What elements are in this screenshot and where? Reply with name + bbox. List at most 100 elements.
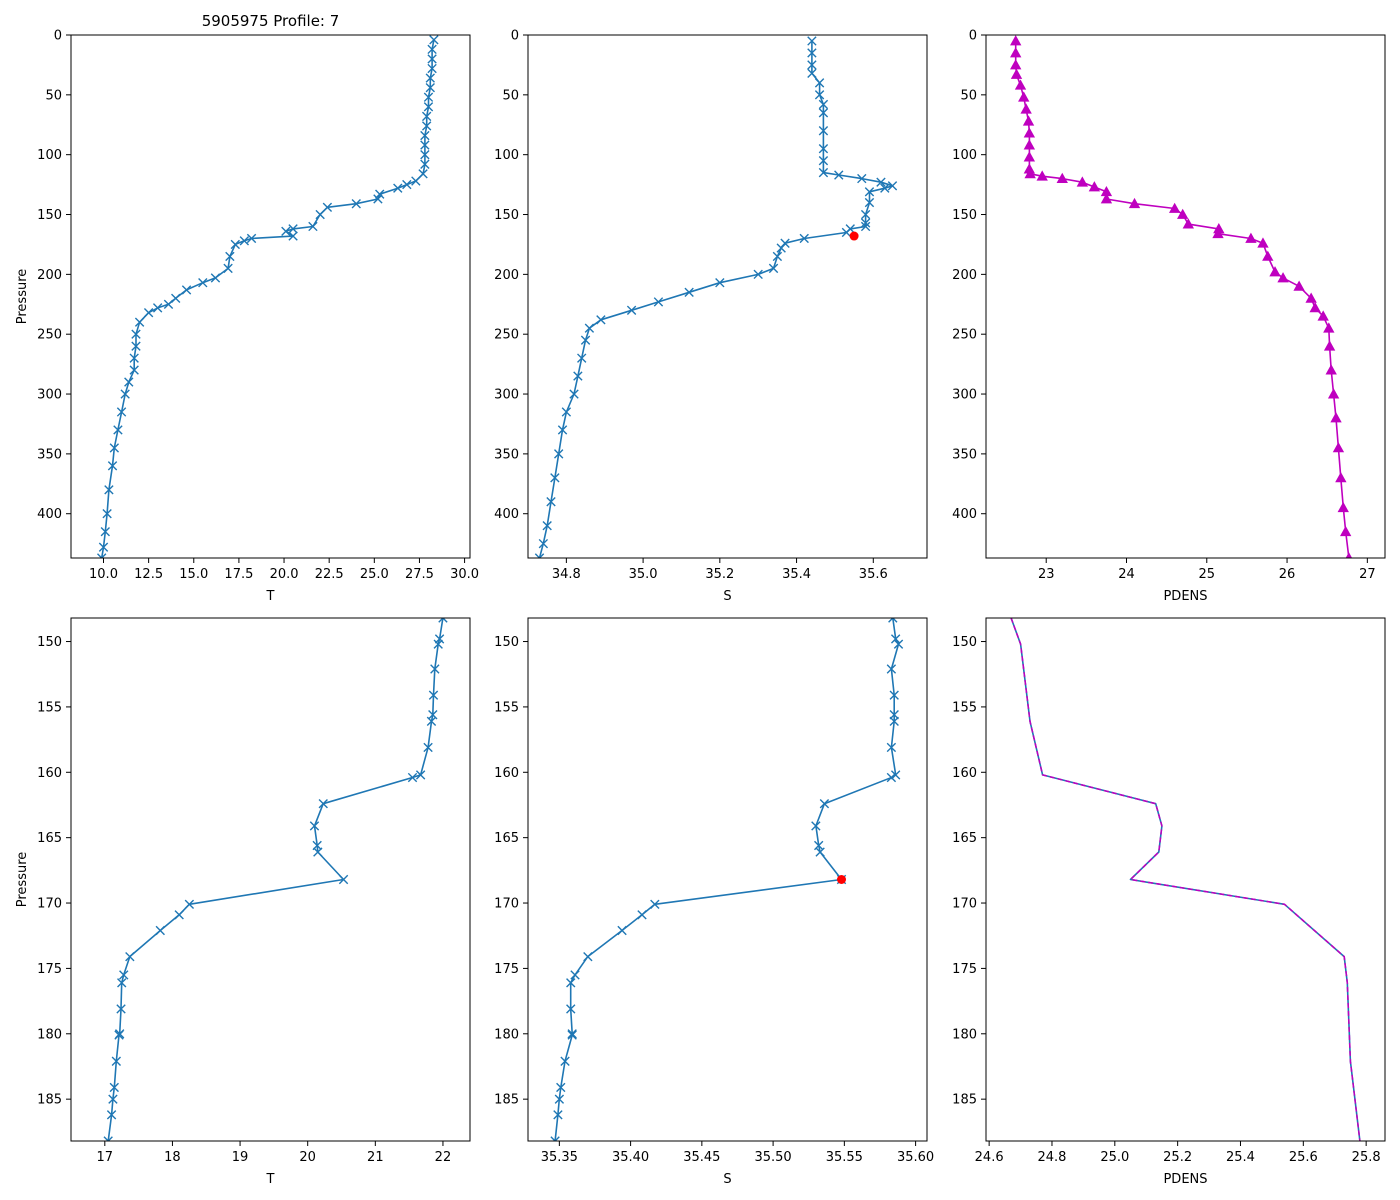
data-point-x-marker	[108, 1094, 118, 1104]
x-tick-label: 35.50	[754, 1150, 791, 1165]
data-point-x-marker	[584, 323, 595, 333]
data-point-x-marker	[876, 177, 886, 187]
data-point-x-marker	[860, 221, 871, 232]
data-point-x-marker	[553, 449, 564, 459]
x-tick-label: 19	[232, 1150, 249, 1165]
data-point-x-marker	[98, 542, 109, 552]
data-point-triangle-marker	[1014, 79, 1027, 90]
data-point-x-marker	[890, 634, 901, 644]
y-tick-label: 250	[37, 328, 62, 343]
data-point-triangle-marker	[1262, 250, 1274, 261]
y-tick-label: 170	[37, 897, 62, 912]
data-point-x-marker	[889, 690, 899, 700]
x-tick-label: 27.5	[405, 567, 434, 582]
y-axis-label: Pressure	[15, 852, 30, 908]
y-tick-label: 250	[494, 328, 519, 343]
x-tick-label: 17.5	[224, 567, 253, 582]
plot-area	[1010, 618, 1361, 1141]
data-point-x-marker	[553, 1110, 563, 1120]
data-point-x-marker	[427, 44, 437, 55]
y-tick-label: 155	[37, 700, 62, 715]
plot-area	[534, 36, 898, 558]
x-tick-label: 23	[1038, 567, 1055, 582]
data-point-x-marker	[415, 770, 426, 780]
data-point-x-marker	[580, 335, 591, 345]
x-tick-label: 22.5	[315, 567, 344, 582]
data-point-x-marker	[309, 821, 320, 831]
data-point-x-marker	[684, 287, 694, 298]
data-point-x-marker	[626, 305, 637, 315]
flagged-point-marker	[837, 875, 846, 884]
data-point-x-marker	[886, 742, 897, 753]
y-tick-label: 160	[37, 766, 62, 781]
data-point-x-marker	[129, 365, 139, 375]
data-point-x-marker	[815, 847, 825, 857]
x-axis-label: S	[723, 589, 731, 604]
x-tick-label: 24	[1118, 567, 1135, 582]
data-point-x-marker	[425, 82, 435, 93]
data-point-x-marker	[556, 1082, 566, 1093]
data-point-x-marker	[841, 227, 852, 238]
data-point-x-marker	[811, 821, 821, 831]
data-point-x-marker	[557, 425, 568, 435]
y-tick-label: 200	[952, 268, 977, 283]
data-point-x-marker	[889, 716, 899, 726]
data-point-x-marker	[230, 239, 240, 250]
y-tick-label: 180	[37, 1027, 62, 1042]
data-point-x-marker	[116, 407, 127, 417]
data-point-x-marker	[569, 389, 579, 399]
data-point-triangle-marker	[1323, 340, 1336, 351]
subplot-top-S: 34.8 35.0 35.2 35.4 35.6 0 50 100 150 200 250 300 35…	[494, 29, 928, 604]
data-point-x-marker	[174, 910, 184, 920]
data-point-x-marker	[818, 108, 829, 118]
y-tick-label: 100	[37, 148, 62, 163]
data-point-x-marker	[288, 231, 298, 241]
y-tick-label: 250	[952, 328, 977, 343]
y-tick-label: 50	[502, 88, 519, 103]
data-point-x-marker	[308, 221, 318, 232]
y-tick-label: 50	[45, 88, 62, 103]
data-point-x-marker	[864, 197, 875, 208]
data-point-triangle-marker	[1128, 197, 1141, 209]
y-tick-label: 155	[494, 700, 519, 715]
data-point-triangle-marker	[1010, 35, 1022, 46]
data-point-x-marker	[113, 425, 123, 435]
data-point-x-marker	[637, 910, 647, 920]
data-point-triangle-marker	[1023, 127, 1036, 138]
data-point-x-marker	[103, 1136, 113, 1141]
x-tick-label: 35.60	[897, 1150, 934, 1165]
data-point-x-marker	[768, 263, 779, 274]
x-tick-label: 35.55	[826, 1150, 863, 1165]
data-point-triangle-marker	[1309, 302, 1321, 313]
y-tick-label: 185	[37, 1093, 62, 1108]
data-point-x-marker	[239, 236, 250, 246]
data-point-x-marker	[155, 925, 165, 936]
data-point-x-marker	[96, 553, 107, 558]
x-tick-label: 17	[97, 1150, 114, 1165]
y-tick-label: 100	[952, 148, 977, 163]
x-tick-label: 20	[299, 1150, 316, 1165]
data-point-x-marker	[807, 36, 817, 46]
data-point-triangle-marker	[1325, 364, 1337, 375]
data-point-x-marker	[125, 951, 135, 962]
data-point-x-marker	[886, 772, 897, 783]
data-point-x-marker	[163, 299, 174, 309]
y-tick-label: 150	[37, 208, 62, 223]
y-tick-label: 400	[494, 507, 519, 522]
axes-frame	[527, 617, 928, 1142]
x-tick-label: 35.6	[859, 567, 888, 582]
data-point-triangle-marker	[1010, 68, 1023, 79]
data-point-triangle-marker	[1056, 172, 1068, 184]
y-axis-label: Pressure	[15, 269, 30, 325]
data-point-x-marker	[107, 461, 118, 471]
x-tick-label: 26	[1279, 567, 1296, 582]
data-point-x-marker	[617, 925, 627, 936]
subplot-top-PDENS: 23 24 25 26 27 0 50 100 150 200 250 300 350 400 PDENS	[952, 29, 1386, 604]
x-tick-label: 25.2	[1163, 1150, 1192, 1165]
y-tick-label: 300	[952, 388, 977, 403]
y-tick-label: 170	[494, 897, 519, 912]
axes-frame	[70, 617, 471, 1142]
data-point-triangle-marker	[1023, 139, 1036, 150]
data-point-x-marker	[818, 99, 829, 110]
y-tick-label: 160	[494, 766, 519, 781]
